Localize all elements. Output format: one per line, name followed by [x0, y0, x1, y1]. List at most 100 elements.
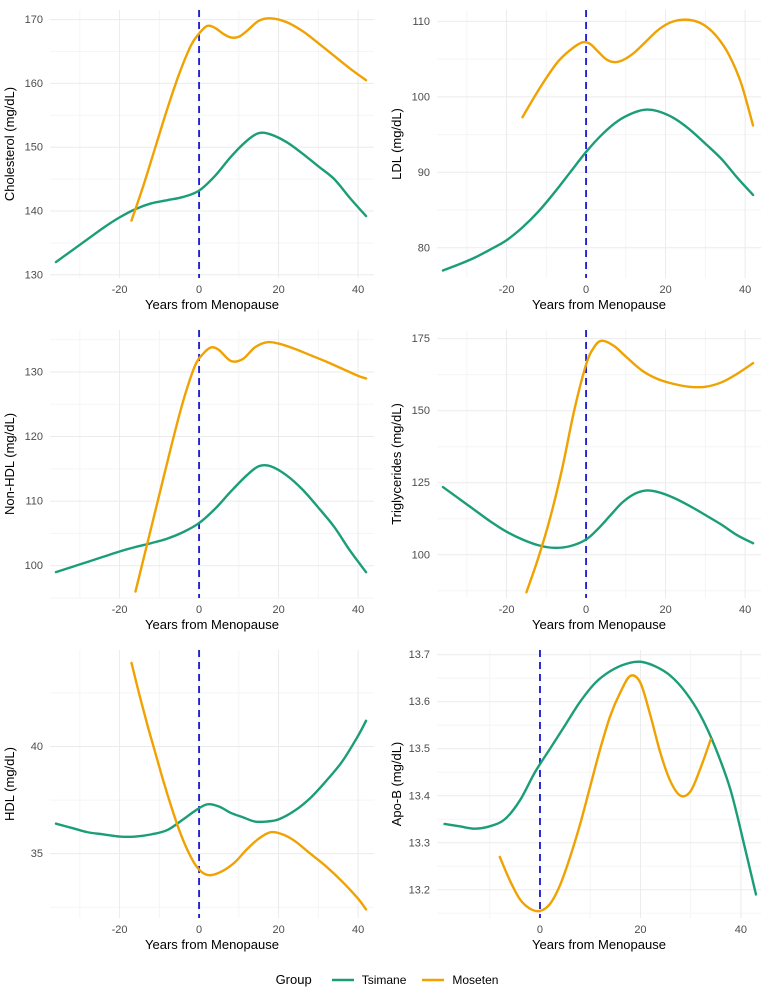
grid-major: [437, 10, 761, 278]
triglycerides-chart: -20 0 20 40 100 125 150 175 Years from Menopause…: [389, 330, 761, 632]
grid-minor: [50, 330, 374, 599]
cholesterol-chart: -20 0 20 40 130 140 150 160 170 Years from Menopa…: [2, 10, 374, 312]
grid-minor: [437, 330, 761, 598]
tick-label: 110: [25, 496, 43, 508]
legend-title: Group: [275, 972, 312, 987]
series-line-tsimane: [441, 108, 755, 272]
x-tick-labels: -20 0 20 40: [499, 604, 752, 616]
chart-panel-cholesterol: -20 0 20 40 130 140 150 160 170 Years from Menopa…: [0, 0, 387, 320]
apo_b-chart: 0 20 40 13.2 13.3 13.4 13.5 13.6 13.7 Years from …: [389, 649, 761, 952]
grid-major: [50, 10, 374, 278]
moseten-line-swatch-icon: [422, 978, 445, 981]
tick-label: 80: [418, 242, 430, 254]
tick-label: 100: [412, 549, 430, 561]
chart-panel-hdl: -20 0 20 40 35 40 Years from Menopause HDL (mg/…: [0, 640, 387, 960]
legend-item-tsimane: Tsimane: [330, 972, 407, 987]
y-axis-title: LDL (mg/dL): [389, 108, 404, 180]
chart-panel-triglycerides: -20 0 20 40 100 125 150 175 Years from Menopause…: [387, 320, 774, 640]
tick-label: 150: [412, 405, 430, 417]
legend-label-tsimane: Tsimane: [361, 972, 407, 987]
tick-label: 13.4: [409, 790, 430, 802]
tick-label: 140: [25, 206, 43, 218]
tick-label: 40: [352, 284, 364, 296]
tick-label: 0: [583, 604, 589, 616]
y-axis-title: Cholesterol (mg/dL): [2, 87, 17, 201]
grid-minor: [437, 10, 761, 278]
grid-major: [437, 330, 761, 598]
tick-label: 150: [25, 142, 43, 154]
tick-label: -20: [499, 604, 515, 616]
tick-label: 0: [196, 924, 202, 936]
tick-label: -20: [112, 284, 128, 296]
x-tick-labels: -20 0 20 40: [499, 284, 752, 296]
y-axis-title: Non-HDL (mg/dL): [2, 413, 17, 515]
y-tick-labels: 35 40: [31, 741, 43, 860]
tick-label: 20: [634, 924, 646, 936]
tick-label: 35: [31, 848, 43, 860]
tick-label: 13.6: [409, 696, 430, 708]
tsimane-line-swatch-icon: [331, 978, 354, 981]
chart-panel-ldl: -20 0 20 40 80 90 100 110 Years from Menopause LD…: [387, 0, 774, 320]
y-axis-title: Apo-B (mg/dL): [389, 742, 404, 827]
tick-label: 40: [739, 284, 751, 296]
tick-label: 20: [272, 604, 284, 616]
tick-label: 100: [412, 91, 430, 103]
series-line-tsimane: [54, 719, 368, 838]
series-line-moseten: [521, 18, 755, 127]
tick-label: 40: [352, 604, 364, 616]
y-axis-title: Triglycerides (mg/dL): [389, 403, 404, 525]
tick-label: 20: [659, 284, 671, 296]
legend: Group Tsimane Moseten: [0, 960, 774, 999]
tick-label: 40: [352, 924, 364, 936]
series-line-moseten: [525, 339, 755, 594]
tick-label: -20: [499, 284, 515, 296]
series-line-tsimane: [443, 660, 758, 896]
chart-panel-apo_b: 0 20 40 13.2 13.3 13.4 13.5 13.6 13.7 Years from …: [387, 640, 774, 960]
legend-item-moseten: Moseten: [420, 973, 498, 987]
tick-label: 120: [25, 431, 43, 443]
x-axis-title: Years from Menopause: [532, 297, 666, 312]
tick-label: 13.3: [409, 837, 430, 849]
tick-label: 40: [735, 924, 747, 936]
tick-label: 90: [418, 167, 430, 179]
series-line-moseten: [498, 674, 712, 913]
tick-label: 130: [25, 366, 43, 378]
tick-label: -20: [112, 604, 128, 616]
tick-label: 13.7: [409, 649, 430, 661]
series-line-moseten: [134, 340, 368, 593]
x-tick-labels: -20 0 20 40: [112, 924, 365, 936]
tick-label: 0: [583, 284, 589, 296]
x-axis-title: Years from Menopause: [532, 937, 666, 952]
x-tick-labels: -20 0 20 40: [112, 284, 365, 296]
tick-label: 40: [739, 604, 751, 616]
tick-label: 13.5: [409, 743, 430, 755]
non_hdl-chart: -20 0 20 40 100 110 120 130 Years from Menopause…: [2, 330, 374, 632]
tick-label: 20: [272, 284, 284, 296]
series-line-moseten: [130, 17, 368, 222]
tick-label: 130: [25, 269, 43, 281]
x-tick-labels: 0 20 40: [537, 924, 747, 936]
y-tick-labels: 100 125 150 175: [412, 333, 430, 561]
tick-label: 110: [412, 16, 430, 28]
series-line-tsimane: [441, 485, 755, 550]
y-tick-labels: 100 110 120 130: [25, 366, 43, 572]
tick-label: 100: [25, 560, 43, 572]
tick-label: 160: [25, 78, 43, 90]
tick-label: -20: [112, 924, 128, 936]
y-axis-title: HDL (mg/dL): [2, 747, 17, 821]
tick-label: 170: [25, 14, 43, 26]
x-axis-title: Years from Menopause: [145, 937, 279, 952]
tick-label: 0: [196, 604, 202, 616]
x-axis-title: Years from Menopause: [145, 617, 279, 632]
tick-label: 0: [537, 924, 543, 936]
tick-label: 0: [196, 284, 202, 296]
grid-minor: [50, 650, 374, 918]
x-axis-title: Years from Menopause: [532, 617, 666, 632]
tick-label: 13.2: [409, 884, 430, 896]
y-tick-labels: 13.2 13.3 13.4 13.5 13.6 13.7: [409, 649, 430, 896]
legend-label-moseten: Moseten: [452, 972, 499, 987]
tick-label: 20: [659, 604, 671, 616]
tick-label: 40: [31, 741, 43, 753]
grid-major: [437, 650, 761, 918]
